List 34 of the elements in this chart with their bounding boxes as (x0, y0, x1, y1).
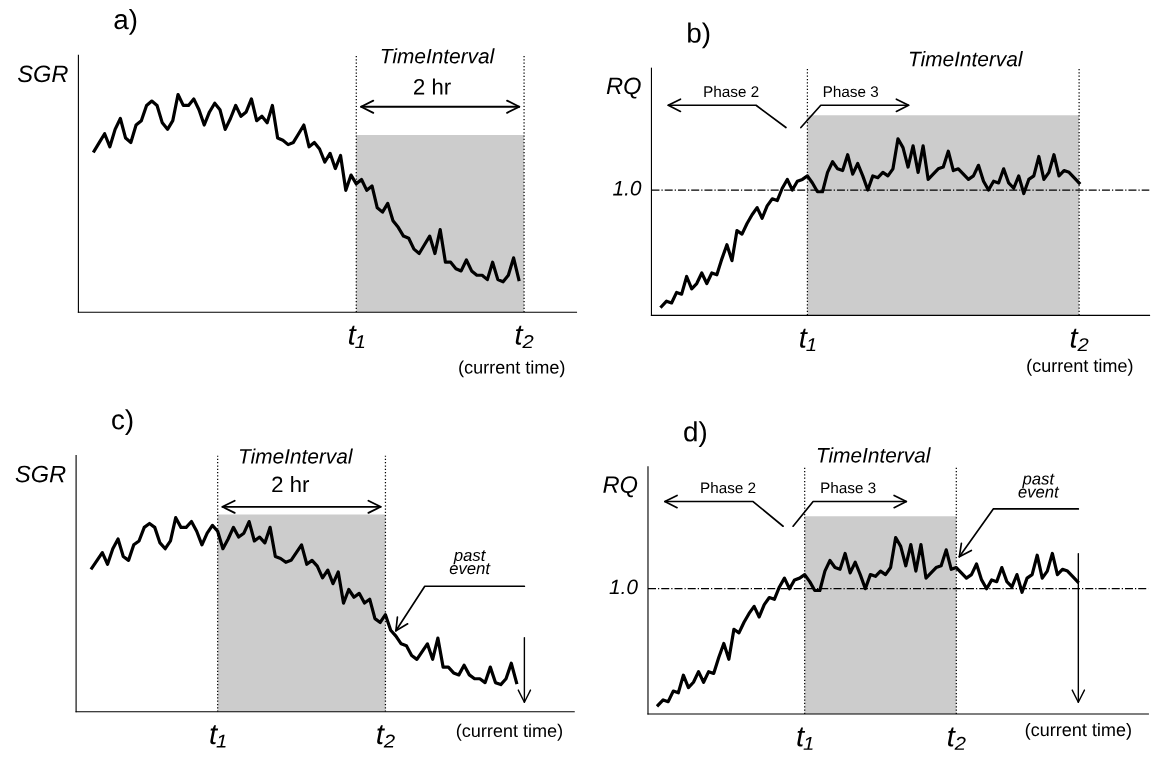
x-tick-label: t₁ (800, 328, 816, 352)
x-tick-label: t₁ (797, 727, 813, 750)
x-tick-label: t₂ (377, 725, 395, 748)
annotation: past event (449, 550, 491, 575)
y-axis-title: SGR (17, 65, 68, 83)
text: (current time) (456, 723, 562, 741)
text: (current time) (459, 360, 565, 378)
text: Phase 3 (821, 482, 876, 494)
x-tick-label: t₁ (210, 725, 226, 748)
text: past event (1018, 473, 1060, 498)
text: Phase 3 (823, 85, 879, 98)
text: 1.0 (613, 180, 642, 196)
chart-title: b) (688, 22, 710, 49)
text: 1.0 (609, 579, 638, 595)
x-tick-label: t₁ (348, 325, 365, 349)
text: 2 hr (272, 475, 310, 493)
text: TimeInterval (909, 51, 1023, 67)
text: Phase 2 (704, 85, 759, 98)
text: TimeInterval (381, 48, 495, 64)
x-tick-label: t₂ (1070, 328, 1089, 352)
text: (current time) (1027, 358, 1133, 376)
chart-title: c) (112, 409, 133, 436)
x-tick-label: t₂ (515, 325, 534, 349)
y-axis-title: RQ (606, 77, 641, 99)
text: Phase 2 (701, 482, 756, 494)
y-axis-title: RQ (603, 476, 638, 498)
x-tick-label: t₂ (948, 727, 966, 750)
text: 2 hr (414, 78, 451, 95)
y-axis-title: SGR (15, 465, 66, 483)
chart-title: d) (684, 421, 706, 448)
text: (current time) (1025, 722, 1131, 740)
text: TimeInterval (817, 447, 931, 463)
chart-title: a) (114, 8, 137, 35)
text: TimeInterval (239, 448, 353, 464)
